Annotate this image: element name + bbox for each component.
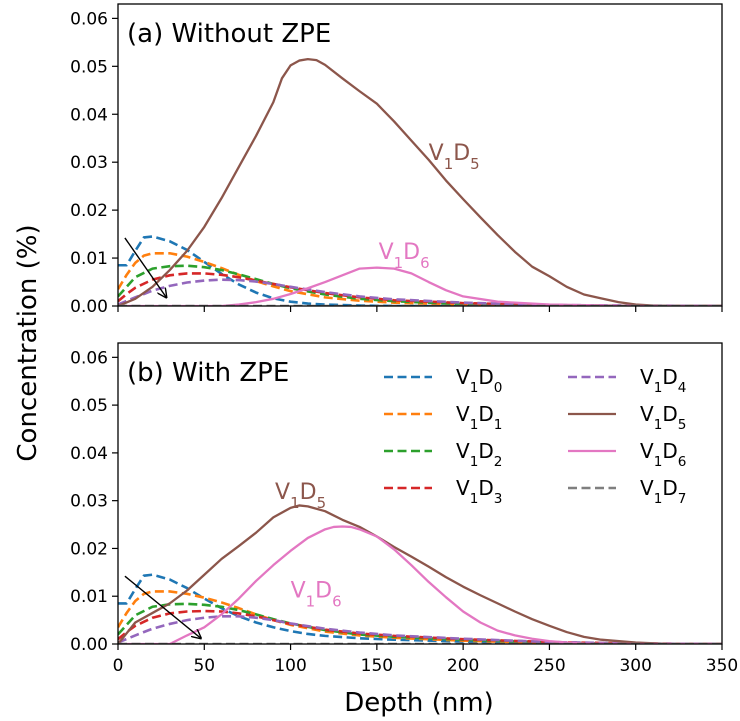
- series-line-v1d0: [118, 573, 722, 644]
- plot-frame: [117, 342, 723, 645]
- x-axis-title: Depth (nm): [344, 688, 494, 718]
- series-group: [118, 504, 722, 644]
- legend-label-v1d6: V1D6: [640, 439, 686, 470]
- y-tick-label: 0.04: [70, 105, 108, 125]
- series-annotation: V1D5: [275, 480, 326, 512]
- legend-label-v1d5: V1D5: [640, 402, 686, 433]
- series-line-v1d6: [118, 525, 722, 644]
- series-line-v1d4: [118, 614, 722, 644]
- y-tick-label: 0.00: [70, 297, 108, 317]
- x-tick-label: 50: [193, 656, 215, 676]
- y-tick-label: 0.01: [70, 587, 108, 607]
- y-tick-label: 0.06: [70, 9, 108, 29]
- series-line-v1d5: [118, 57, 722, 306]
- y-tick-label: 0.04: [70, 444, 108, 464]
- trend-arrow: [124, 237, 166, 297]
- series-annotation: V1D5: [429, 141, 480, 173]
- y-axis-title: Concentration (%): [13, 224, 43, 461]
- series-line-v1d3: [118, 272, 722, 306]
- legend-label-v1d2: V1D2: [456, 439, 502, 470]
- y-tick-label: 0.05: [70, 396, 108, 416]
- x-tick-label: 200: [447, 656, 479, 676]
- series-line-v1d3: [118, 609, 722, 644]
- y-tick-label: 0.02: [70, 539, 108, 559]
- legend-label-v1d1: V1D1: [456, 402, 502, 433]
- y-tick-label: 0.00: [70, 635, 108, 655]
- legend-label-v1d7: V1D7: [640, 476, 686, 507]
- trend-arrow: [124, 575, 201, 638]
- y-tick-label: 0.02: [70, 201, 108, 221]
- x-tick-label: 100: [274, 656, 306, 676]
- y-tick-label: 0.01: [70, 249, 108, 269]
- x-tick-label: 250: [533, 656, 565, 676]
- legend-label-v1d4: V1D4: [640, 365, 686, 396]
- series-line-v1d4: [118, 278, 722, 306]
- series-line-v1d6: [118, 266, 722, 306]
- series-annotation: V1D6: [291, 579, 342, 611]
- x-tick-label: 150: [361, 656, 393, 676]
- series-group: [118, 57, 722, 306]
- series-line-v1d0: [118, 235, 722, 306]
- panel-b: 0.00 0.01 0.02 0.03 0.04 0.05 0.06 0 50 100 150 200…: [70, 342, 738, 676]
- x-tick-label: 350: [706, 656, 738, 676]
- panel-title: (b) With ZPE: [127, 358, 289, 388]
- plot-frame: [117, 3, 723, 307]
- y-tick-label: 0.03: [70, 153, 108, 173]
- legend: V1D0 V1D1 V1D2 V1D3 V1D4 V1D5 V1D6 V1D7: [384, 365, 686, 507]
- series-annotation: V1D6: [379, 240, 430, 272]
- legend-label-v1d0: V1D0: [456, 365, 502, 396]
- x-tick-label: 300: [619, 656, 651, 676]
- x-tick-label: 0: [113, 656, 124, 676]
- panel-a: 0.00 0.01 0.02 0.03 0.04 0.05 0.06 (a) Without …: [70, 3, 723, 317]
- legend-label-v1d3: V1D3: [456, 476, 502, 507]
- y-tick-label: 0.05: [70, 57, 108, 77]
- y-tick-label: 0.03: [70, 492, 108, 512]
- y-tick-label: 0.06: [70, 348, 108, 368]
- panel-title: (a) Without ZPE: [127, 19, 331, 49]
